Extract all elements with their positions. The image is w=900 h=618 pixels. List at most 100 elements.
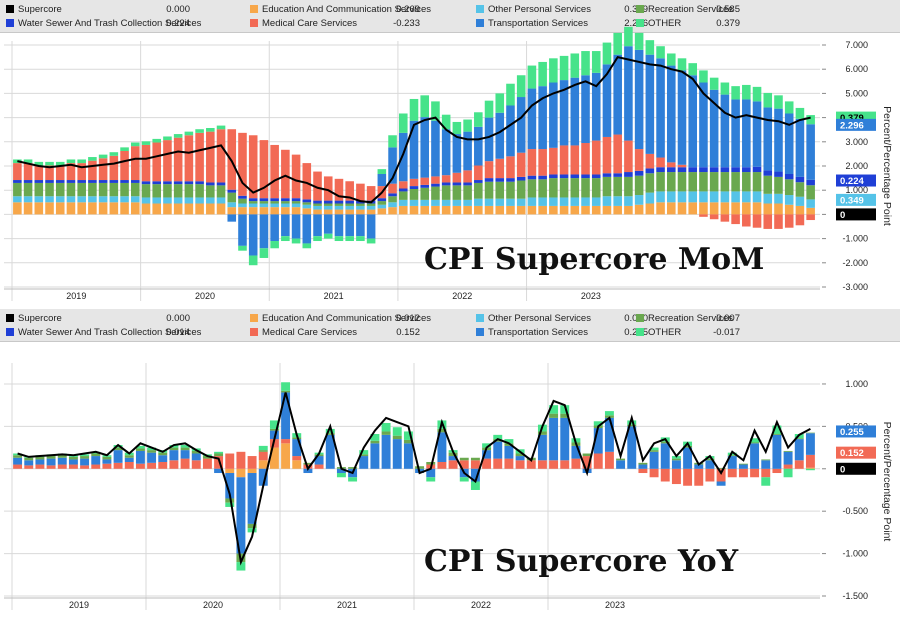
bar-water-sewer-and-trash-collection-services [516,176,526,181]
bar-education-and-communication-services [795,205,805,215]
bar-education-and-communication-services [23,202,33,215]
bar-medical-care-services [582,456,592,469]
bar-recreation-services [772,434,782,435]
bar-transportation-services [772,434,782,469]
bar-medical-care-services [705,468,715,482]
bar-education-and-communication-services [225,468,235,474]
bar-other-personal-services [527,197,537,206]
bar-education-and-communication-services [463,205,472,215]
bar-other-personal-services [302,204,312,209]
bar-medical-care-services [750,468,760,478]
bar-other-personal-services [409,199,419,206]
bar-medical-care-services [191,460,201,469]
bar-medical-care-services [560,460,570,469]
bar-education-and-communication-services [666,202,676,215]
bar-education-and-communication-services [677,202,687,215]
bar-other-personal-services [259,203,269,208]
bar-recreation-services [761,459,771,461]
bar-education-and-communication-services [141,203,151,215]
bar-transportation-services [91,456,101,465]
bar-medical-care-services [13,163,22,181]
bar-transportation-services [366,214,376,239]
bar-medical-care-services [68,464,78,469]
bar-recreation-services [627,424,637,427]
bar-water-sewer-and-trash-collection-services [634,170,644,176]
bar-medical-care-services [356,183,365,201]
bar-education-and-communication-services [313,209,322,215]
bar-other-personal-services [152,197,162,204]
bar-other [398,113,408,133]
bar-other [359,450,369,455]
bar-recreation-services [731,172,740,192]
bar-other-personal-services [34,196,44,203]
bar-recreation-services [493,439,503,442]
bar-recreation-services [23,182,33,197]
bar-other [88,157,97,161]
bar-other [783,468,793,478]
bar-water-sewer-and-trash-collection-services [581,174,590,179]
bar-recreation-services [292,437,302,440]
bar-education-and-communication-services [291,207,301,215]
bar-recreation-services [334,203,344,206]
bar-other-personal-services [334,205,344,210]
bar-recreation-services [602,176,612,197]
bar-transportation-services [124,457,134,462]
bar-transportation-services [409,120,419,179]
legend-label: Water Sewer And Trash Collection Service… [18,327,202,338]
bar-other [325,428,335,434]
bar-recreation-services [55,182,65,197]
bar-water-sewer-and-trash-collection-services [109,180,119,183]
bar-education-and-communication-services [45,202,54,215]
bar-recreation-services [356,203,365,206]
bar-recreation-services [141,184,151,198]
bar-recreation-services [750,442,760,444]
bar-other-personal-services [549,197,558,206]
bar-transportation-services [336,468,346,474]
bar-other [356,236,365,242]
bar-medical-care-services [559,145,569,175]
legend-item-transportation-services: Transportation Services [476,326,588,340]
bar-education-and-communication-services [591,205,601,215]
bar-medical-care-services [34,165,44,181]
bar-education-and-communication-services [420,205,430,215]
bar-medical-care-services [649,468,659,478]
bar-other-personal-services [742,191,751,203]
bar-transportation-services [248,214,258,256]
bar-other [560,405,570,414]
legend-label: Water Sewer And Trash Collection Service… [18,18,202,29]
bar-transportation-services [549,82,558,148]
y-tick-label: -0.500 [842,506,868,516]
bar-water-sewer-and-trash-collection-services [345,200,354,204]
bar-water-sewer-and-trash-collection-services [591,174,601,179]
bar-other-personal-services [495,198,505,206]
bar-medical-care-services [109,155,119,181]
bar-education-and-communication-services [248,207,258,215]
bar-other-personal-services [688,191,698,203]
bar-recreation-services [634,175,644,196]
bar-water-sewer-and-trash-collection-services [13,180,22,183]
bar-medical-care-services [624,140,633,173]
bar-medical-care-services [292,456,302,461]
bar-other [225,502,235,507]
legend-item-recreation-services: Recreation Services [636,3,733,17]
bar-other-personal-services [184,197,194,204]
bar-transportation-services [627,426,637,469]
bar-education-and-communication-services [323,209,333,215]
bar-water-sewer-and-trash-collection-services [624,172,633,177]
bar-recreation-services [716,467,726,469]
bar-recreation-services [527,179,537,198]
bar-education-and-communication-services [742,202,751,215]
bar-recreation-services [794,438,804,440]
bar-education-and-communication-services [259,207,269,215]
bar-transportation-services [68,459,78,465]
bar-medical-care-services [431,176,440,184]
bar-recreation-services [426,461,436,465]
bar-education-and-communication-services [645,203,655,215]
bar-transportation-services [763,107,773,171]
bar-other [549,58,558,83]
bar-water-sewer-and-trash-collection-services [388,193,397,197]
bar-other [238,245,247,251]
bar-other [602,42,612,65]
legend-value: 0.224 [166,18,190,29]
bar-education-and-communication-services [731,202,740,215]
